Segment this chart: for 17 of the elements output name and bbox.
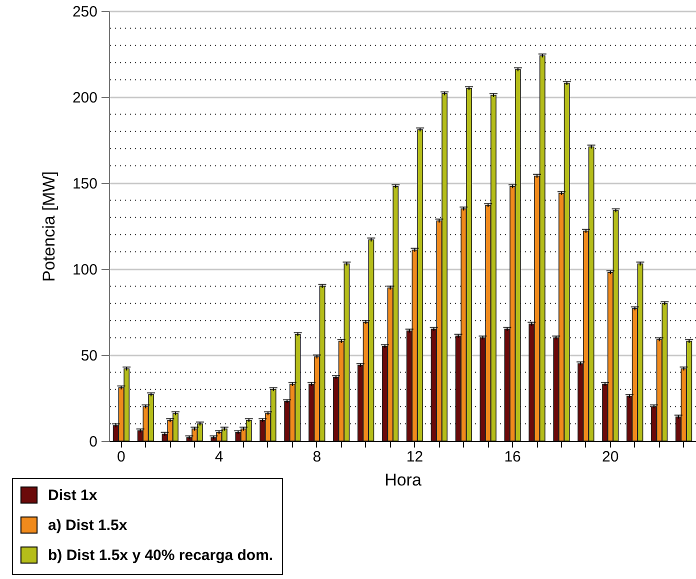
y-tick-label: 150 bbox=[72, 176, 98, 192]
x-axis-title: Hora bbox=[384, 470, 422, 490]
x-tick-label: 12 bbox=[406, 448, 424, 466]
x-tick-label: 4 bbox=[214, 448, 224, 466]
x-tick-label: 8 bbox=[312, 448, 322, 466]
y-axis-title: Potencia [MW] bbox=[39, 171, 58, 282]
legend-label: Dist 1x bbox=[48, 487, 98, 504]
x-tick-label: 16 bbox=[504, 448, 521, 466]
legend-label: a) Dist 1.5x bbox=[48, 517, 128, 534]
x-tick-label: 20 bbox=[602, 448, 619, 466]
x-tick-label: 0 bbox=[117, 448, 126, 466]
y-tick-label: 200 bbox=[72, 90, 98, 106]
y-tick-label: 0 bbox=[89, 434, 98, 450]
y-tick-label: 250 bbox=[72, 4, 98, 20]
legend-label: b) Dist 1.5x y 40% recarga dom. bbox=[48, 547, 274, 564]
y-tick-label: 50 bbox=[80, 348, 98, 364]
y-tick-label: 100 bbox=[72, 262, 98, 278]
